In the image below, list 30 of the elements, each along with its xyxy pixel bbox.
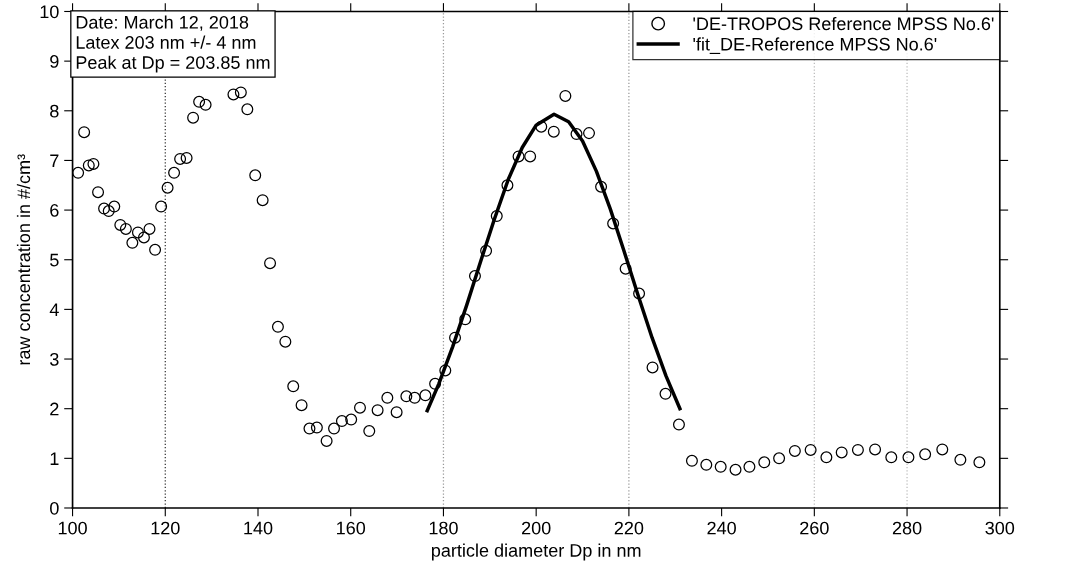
x-tick-label: 100 [58, 521, 87, 535]
x-tick-label: 140 [244, 521, 273, 535]
x-tick-label: 200 [522, 521, 551, 535]
y-tick-label: 10 [40, 5, 59, 19]
y-tick-label: 3 [50, 352, 59, 366]
y-tick-label: 8 [50, 104, 59, 118]
x-tick-label: 300 [985, 521, 1015, 535]
y-tick-label: 6 [50, 204, 59, 217]
y-tick-label: 7 [50, 154, 59, 167]
x-tick-label: 240 [707, 521, 736, 535]
x-tick-label: 260 [800, 521, 829, 535]
x-tick-label: 120 [151, 521, 180, 535]
y-tick-label: 0 [50, 501, 59, 515]
legend-label: 'DE-TROPOS Reference MPSS No.6' [693, 16, 994, 31]
y-tick-label: 9 [50, 55, 59, 68]
y-tick-label: 4 [49, 303, 59, 316]
annotation: Peak at Dp = 203.85 nm [76, 55, 270, 73]
legend-label: 'fit_DE-Reference MPSS No.6' [693, 37, 937, 55]
x-tick-label: 220 [614, 521, 644, 535]
y-tick-label: 2 [50, 402, 59, 416]
x-axis-title: particle diameter Dp in nm [431, 543, 641, 561]
annotation: Latex 203 nm +/- 4 nm [76, 35, 256, 49]
y-tick-label: 5 [50, 253, 59, 267]
x-tick-label: 280 [892, 521, 922, 535]
x-tick-label: 160 [337, 521, 366, 535]
x-tick-label: 180 [429, 521, 458, 535]
line-series [425, 112, 682, 413]
annotation: Date: March 12, 2018 [76, 15, 249, 31]
y-tick-label: 1 [50, 452, 59, 465]
y-axis-title: raw concentration in #/cm³ [16, 154, 31, 365]
